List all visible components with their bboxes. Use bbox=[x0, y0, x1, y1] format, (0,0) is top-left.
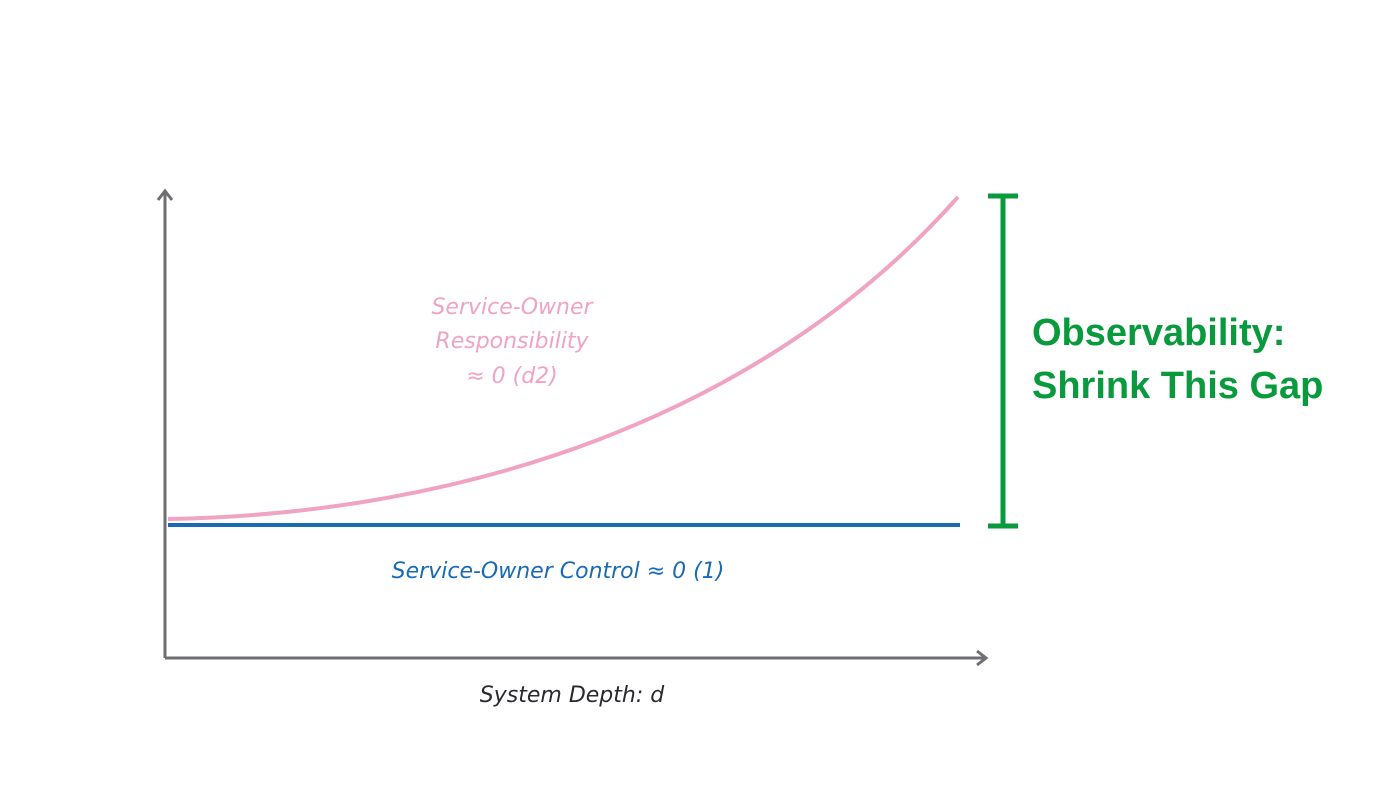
gap-label: Observability: bbox=[1032, 312, 1285, 354]
responsibility-curve bbox=[167, 195, 960, 521]
axes bbox=[156, 188, 989, 667]
control-label: Service-Owner Control ≈ 0 (1) bbox=[392, 559, 725, 584]
responsibility-label: Responsibility bbox=[435, 329, 589, 354]
x-axis bbox=[165, 649, 989, 667]
responsibility-label: ≈ 0 (d2) bbox=[466, 364, 558, 389]
gap-label: Shrink This Gap bbox=[1032, 365, 1323, 407]
x-axis-label: System Depth: d bbox=[480, 683, 665, 708]
y-axis bbox=[156, 188, 174, 658]
gap-bracket bbox=[988, 193, 1018, 529]
responsibility-label: Service-Owner bbox=[431, 295, 594, 320]
